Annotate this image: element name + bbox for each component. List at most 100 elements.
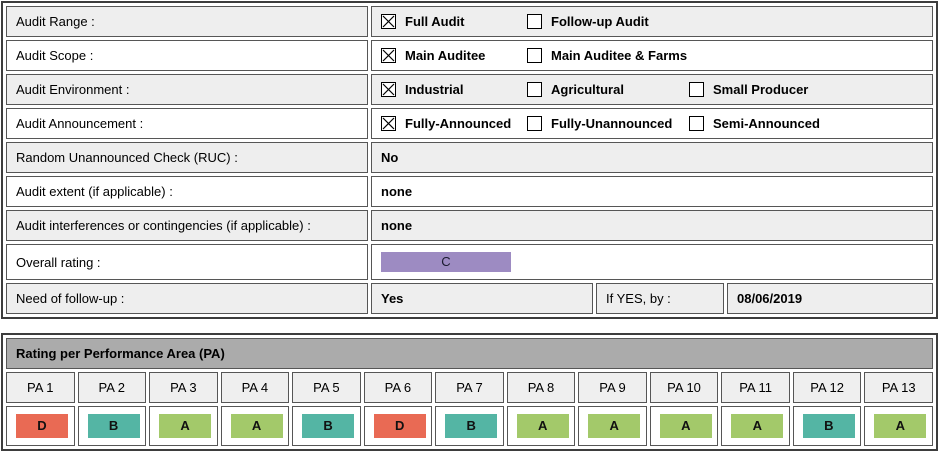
pa-rating-cell: B xyxy=(435,406,504,446)
checkbox-option: Fully-Announced xyxy=(381,116,527,131)
pa-rating-cell: B xyxy=(77,406,147,446)
unchecked-checkbox-icon[interactable] xyxy=(689,116,704,131)
overall-rating-badge: C xyxy=(381,252,511,272)
pa-column-header: PA 11 xyxy=(721,372,790,403)
checkbox-option-label: Follow-up Audit xyxy=(551,14,649,29)
pa-column-header: PA 1 xyxy=(6,372,75,403)
checkbox-options: Main Auditee Main Auditee & Farms xyxy=(381,48,923,63)
row-value: none xyxy=(371,176,933,207)
followup-by-label: If YES, by : xyxy=(596,283,724,314)
row-value: C xyxy=(371,244,933,280)
row-value: Yes xyxy=(371,283,593,314)
row-label: Audit Announcement : xyxy=(6,108,368,139)
checked-checkbox-icon[interactable] xyxy=(381,14,396,29)
audit-info-row: Audit interferences or contingencies (if… xyxy=(6,210,933,241)
pa-column-header: PA 7 xyxy=(435,372,504,403)
row-value: Full Audit Follow-up Audit xyxy=(371,6,933,37)
unchecked-checkbox-icon[interactable] xyxy=(527,82,542,97)
pa-column-header: PA 6 xyxy=(363,372,433,403)
pa-rating-badge: A xyxy=(159,414,212,438)
unchecked-checkbox-icon[interactable] xyxy=(527,116,542,131)
row-label: Audit extent (if applicable) : xyxy=(6,176,368,207)
pa-rating-cell: A xyxy=(220,406,290,446)
pa-rating-badge: D xyxy=(373,414,426,438)
pa-rating-cell: A xyxy=(506,406,576,446)
pa-column-header: PA 12 xyxy=(792,372,862,403)
pa-rating-badge: A xyxy=(874,414,927,438)
audit-info-table: Audit Range : Full Audit Follow-up Audit Au… xyxy=(1,1,938,319)
pa-rating-badge: B xyxy=(802,414,855,438)
row-label: Audit Environment : xyxy=(6,74,368,105)
pa-column-header: PA 9 xyxy=(578,372,647,403)
audit-info-row: Audit extent (if applicable) : none xyxy=(6,176,933,207)
row-value: Fully-Announced Fully-Unannounced Semi-Ann… xyxy=(371,108,933,139)
checked-checkbox-icon[interactable] xyxy=(381,116,396,131)
checkbox-option: Industrial xyxy=(381,82,527,97)
pa-column-header: PA 3 xyxy=(149,372,218,403)
checkbox-option-label: Agricultural xyxy=(551,82,624,97)
checkbox-option-label: Fully-Unannounced xyxy=(551,116,673,131)
row-value: none xyxy=(371,210,933,241)
audit-info-body: Audit Range : Full Audit Follow-up Audit Au… xyxy=(6,6,933,314)
pa-rating-cell: B xyxy=(792,406,862,446)
unchecked-checkbox-icon[interactable] xyxy=(689,82,704,97)
pa-rating-badge: B xyxy=(87,414,140,438)
pa-column-header: PA 10 xyxy=(649,372,719,403)
row-value: Main Auditee Main Auditee & Farms xyxy=(371,40,933,71)
checkbox-option: Semi-Announced xyxy=(689,116,820,131)
audit-info-row: Audit Scope : Main Auditee Main Auditee & … xyxy=(6,40,933,71)
audit-info-row: Overall rating : C xyxy=(6,244,933,280)
row-label: Audit Range : xyxy=(6,6,368,37)
pa-rating-badge: A xyxy=(588,414,641,438)
pa-rating-cell: B xyxy=(292,406,361,446)
pa-section-title: Rating per Performance Area (PA) xyxy=(6,338,933,369)
checkbox-option-label: Main Auditee xyxy=(405,48,486,63)
unchecked-checkbox-icon[interactable] xyxy=(527,48,542,63)
checked-checkbox-icon[interactable] xyxy=(381,82,396,97)
pa-title-row: Rating per Performance Area (PA) xyxy=(6,338,933,369)
audit-info-row: Need of follow-up : Yes If YES, by :08/06/… xyxy=(6,283,933,314)
checkbox-option: Fully-Unannounced xyxy=(527,116,689,131)
pa-column-header: PA 8 xyxy=(506,372,576,403)
row-label: Audit interferences or contingencies (if… xyxy=(6,210,368,241)
section-gap xyxy=(1,319,940,333)
pa-rating-badge: A xyxy=(516,414,569,438)
unchecked-checkbox-icon[interactable] xyxy=(527,14,542,29)
pa-rating-cell: A xyxy=(649,406,719,446)
row-label: Audit Scope : xyxy=(6,40,368,71)
checked-checkbox-icon[interactable] xyxy=(381,48,396,63)
checkbox-options: Industrial Agricultural Small Producer xyxy=(381,82,923,97)
checkbox-option-label: Industrial xyxy=(405,82,464,97)
checkbox-option: Follow-up Audit xyxy=(527,14,689,29)
checkbox-options: Fully-Announced Fully-Unannounced Semi-Ann… xyxy=(381,116,923,131)
checkbox-option: Full Audit xyxy=(381,14,527,29)
audit-info-row: Audit Environment : Industrial Agricultura… xyxy=(6,74,933,105)
pa-rating-badge: D xyxy=(16,414,68,438)
row-label: Need of follow-up : xyxy=(6,283,368,314)
pa-rating-badge: A xyxy=(731,414,784,438)
pa-column-header: PA 2 xyxy=(77,372,147,403)
pa-rating-cell: A xyxy=(578,406,647,446)
checkbox-option: Agricultural xyxy=(527,82,689,97)
pa-rating-badge: B xyxy=(445,414,498,438)
checkbox-option: Main Auditee & Farms xyxy=(527,48,689,63)
pa-column-header: PA 5 xyxy=(292,372,361,403)
checkbox-option-label: Main Auditee & Farms xyxy=(551,48,688,63)
row-value: No xyxy=(371,142,933,173)
pa-header-row: PA 1 PA 2 PA 3 PA 4 PA 5 PA 6 PA 7 PA 8 PA 9 PA 1… xyxy=(6,372,933,403)
checkbox-option-label: Full Audit xyxy=(405,14,465,29)
pa-rating-cell: A xyxy=(864,406,933,446)
pa-column-header: PA 13 xyxy=(864,372,933,403)
checkbox-options: Full Audit Follow-up Audit xyxy=(381,14,923,29)
audit-info-row: Audit Announcement : Fully-Announced Fully… xyxy=(6,108,933,139)
checkbox-option: Small Producer xyxy=(689,82,808,97)
audit-info-row: Random Unannounced Check (RUC) : No xyxy=(6,142,933,173)
row-label: Random Unannounced Check (RUC) : xyxy=(6,142,368,173)
pa-rating-cell: D xyxy=(6,406,75,446)
pa-rating-badge: A xyxy=(659,414,712,438)
pa-rating-cell: A xyxy=(721,406,790,446)
pa-rating-table: Rating per Performance Area (PA) PA 1 PA … xyxy=(1,333,938,451)
checkbox-option-label: Fully-Announced xyxy=(405,116,512,131)
